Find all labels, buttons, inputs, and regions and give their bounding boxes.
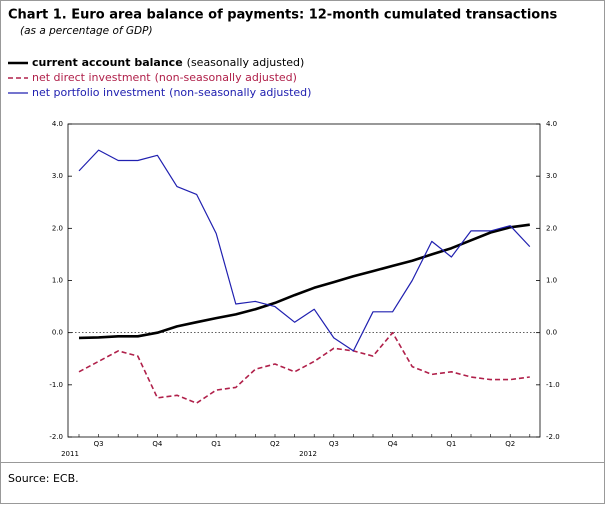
series-line	[78, 331, 530, 404]
x-tick-label: Q2	[270, 440, 280, 448]
y-tick-label: 2.0	[52, 224, 63, 232]
year-label: 2011	[61, 450, 79, 458]
y-tick-label: 4.0	[52, 120, 63, 128]
y-tick-label: 1.0	[52, 277, 63, 285]
chart-subtitle: (as a percentage of GDP)	[20, 25, 153, 37]
legend-qualifier: (non-seasonally adjusted)	[155, 71, 297, 84]
x-tick-label: Q1	[211, 440, 221, 448]
legend-name: net direct investment	[32, 71, 151, 84]
x-tick-label: Q4	[152, 440, 163, 448]
legend-label: net direct investment (non-seasonally adj…	[32, 71, 297, 84]
y2-tick-label: -1.0	[546, 381, 560, 389]
legend-qualifier: (non-seasonally adjusted)	[169, 86, 311, 99]
x-tick-label: Q1	[446, 440, 456, 448]
y2-tick-label: 2.0	[546, 224, 557, 232]
year-label: 2012	[299, 450, 317, 458]
y2-tick-label: 0.0	[546, 329, 557, 337]
legend-qualifier: (seasonally adjusted)	[187, 56, 305, 69]
y2-tick-label: 1.0	[546, 277, 557, 285]
legend-label: net portfolio investment (non-seasonally …	[32, 86, 311, 99]
legend-name: current account balance	[32, 56, 183, 69]
y2-tick-label: 3.0	[546, 172, 557, 180]
y-tick-label: 0.0	[52, 329, 63, 337]
y-tick-label: -1.0	[49, 381, 63, 389]
y-tick-label: -2.0	[49, 433, 63, 441]
series-line	[78, 223, 530, 340]
legend-label: current account balance (seasonally adjus…	[32, 56, 304, 69]
y-tick-label: 3.0	[52, 172, 63, 180]
y2-tick-label: 4.0	[546, 120, 557, 128]
legend-name: net portfolio investment	[32, 86, 166, 99]
x-tick-label: Q3	[94, 440, 104, 448]
plot-area	[67, 123, 541, 438]
y2-tick-label: -2.0	[546, 433, 560, 441]
chart-title: Chart 1. Euro area balance of payments: …	[8, 8, 557, 23]
x-tick-label: Q3	[329, 440, 339, 448]
source: Source: ECB.	[8, 472, 79, 485]
x-tick-label: Q4	[388, 440, 399, 448]
x-tick-label: Q2	[505, 440, 515, 448]
series-line	[78, 149, 531, 352]
